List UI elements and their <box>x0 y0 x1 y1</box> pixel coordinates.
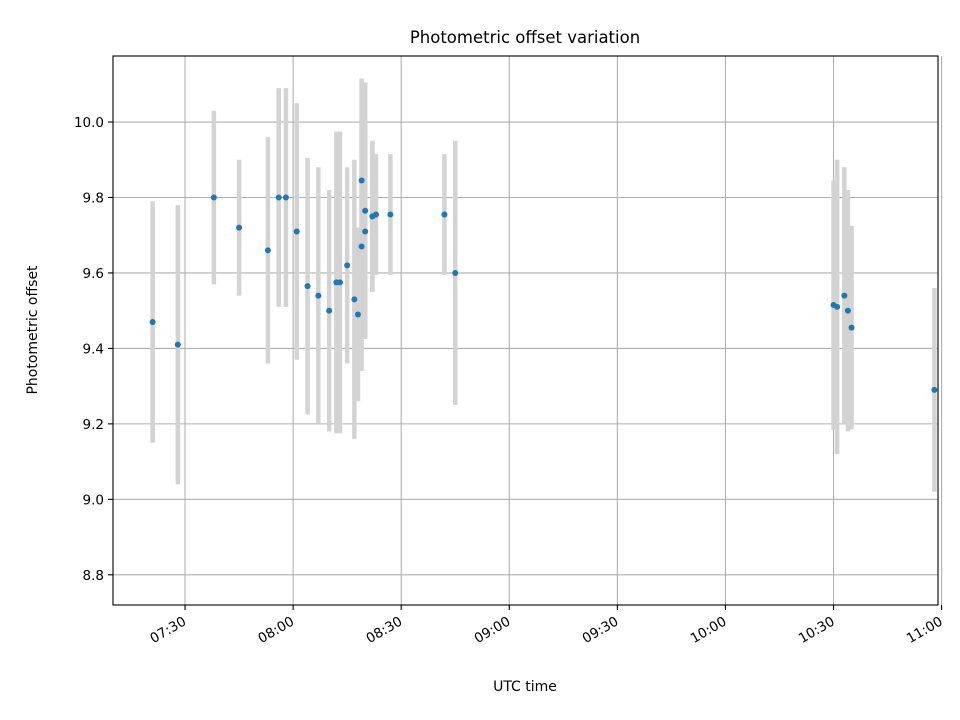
y-tick-label: 8.8 <box>83 568 104 584</box>
data-point <box>452 269 459 276</box>
y-tick-label: 9.6 <box>83 266 104 282</box>
data-point <box>441 211 448 218</box>
data-point <box>841 292 848 299</box>
data-point <box>372 211 379 218</box>
data-point <box>282 194 289 201</box>
grid <box>113 56 943 605</box>
y-tick-label: 10.0 <box>74 115 104 131</box>
data-point <box>931 386 938 393</box>
data-point <box>149 319 156 326</box>
data-point <box>848 324 855 331</box>
data-point <box>326 307 333 314</box>
x-tick-label: 08:00 <box>255 614 297 647</box>
x-tick-label: 10:30 <box>796 614 838 647</box>
data-point <box>387 211 394 218</box>
y-tick-label: 9.4 <box>83 341 104 357</box>
x-tick-label: 09:00 <box>472 614 514 647</box>
x-tick-label: 08:30 <box>364 614 406 647</box>
data-point <box>844 307 851 314</box>
chart-title: Photometric offset variation <box>410 28 640 47</box>
data-point <box>351 296 358 303</box>
data-point <box>275 194 282 201</box>
data-point <box>304 283 311 290</box>
y-axis-ticks: 8.8 9.0 9.2 9.4 9.6 9.8 10.0 <box>74 115 113 584</box>
data-point <box>315 292 322 299</box>
error-bars <box>150 78 937 492</box>
x-axis-label: UTC time <box>493 679 557 695</box>
data-point <box>210 194 217 201</box>
data-point <box>834 303 841 310</box>
x-tick-label: 11:00 <box>904 614 946 647</box>
data-point <box>236 224 243 231</box>
data-point <box>336 279 343 286</box>
data-point <box>293 228 300 235</box>
y-tick-label: 9.2 <box>83 417 104 433</box>
x-tick-label: 07:30 <box>147 614 189 647</box>
plot-frame <box>112 55 939 606</box>
x-tick-label: 09:30 <box>580 614 622 647</box>
data-point <box>358 177 365 184</box>
x-tick-label: 10:00 <box>688 614 730 647</box>
data-point <box>174 341 181 348</box>
data-point <box>358 243 365 250</box>
data-point <box>362 228 369 235</box>
y-axis-label: Photometric offset <box>25 265 41 395</box>
data-point <box>344 262 351 269</box>
data-point <box>264 247 271 254</box>
data-points <box>149 177 938 393</box>
y-tick-label: 9.0 <box>83 492 104 508</box>
data-point <box>354 311 361 318</box>
y-tick-label: 9.8 <box>83 190 104 206</box>
data-point <box>362 207 369 214</box>
x-axis-ticks: 07:30 08:00 08:30 09:00 09:30 10:00 10:30 11:00 <box>147 605 946 647</box>
